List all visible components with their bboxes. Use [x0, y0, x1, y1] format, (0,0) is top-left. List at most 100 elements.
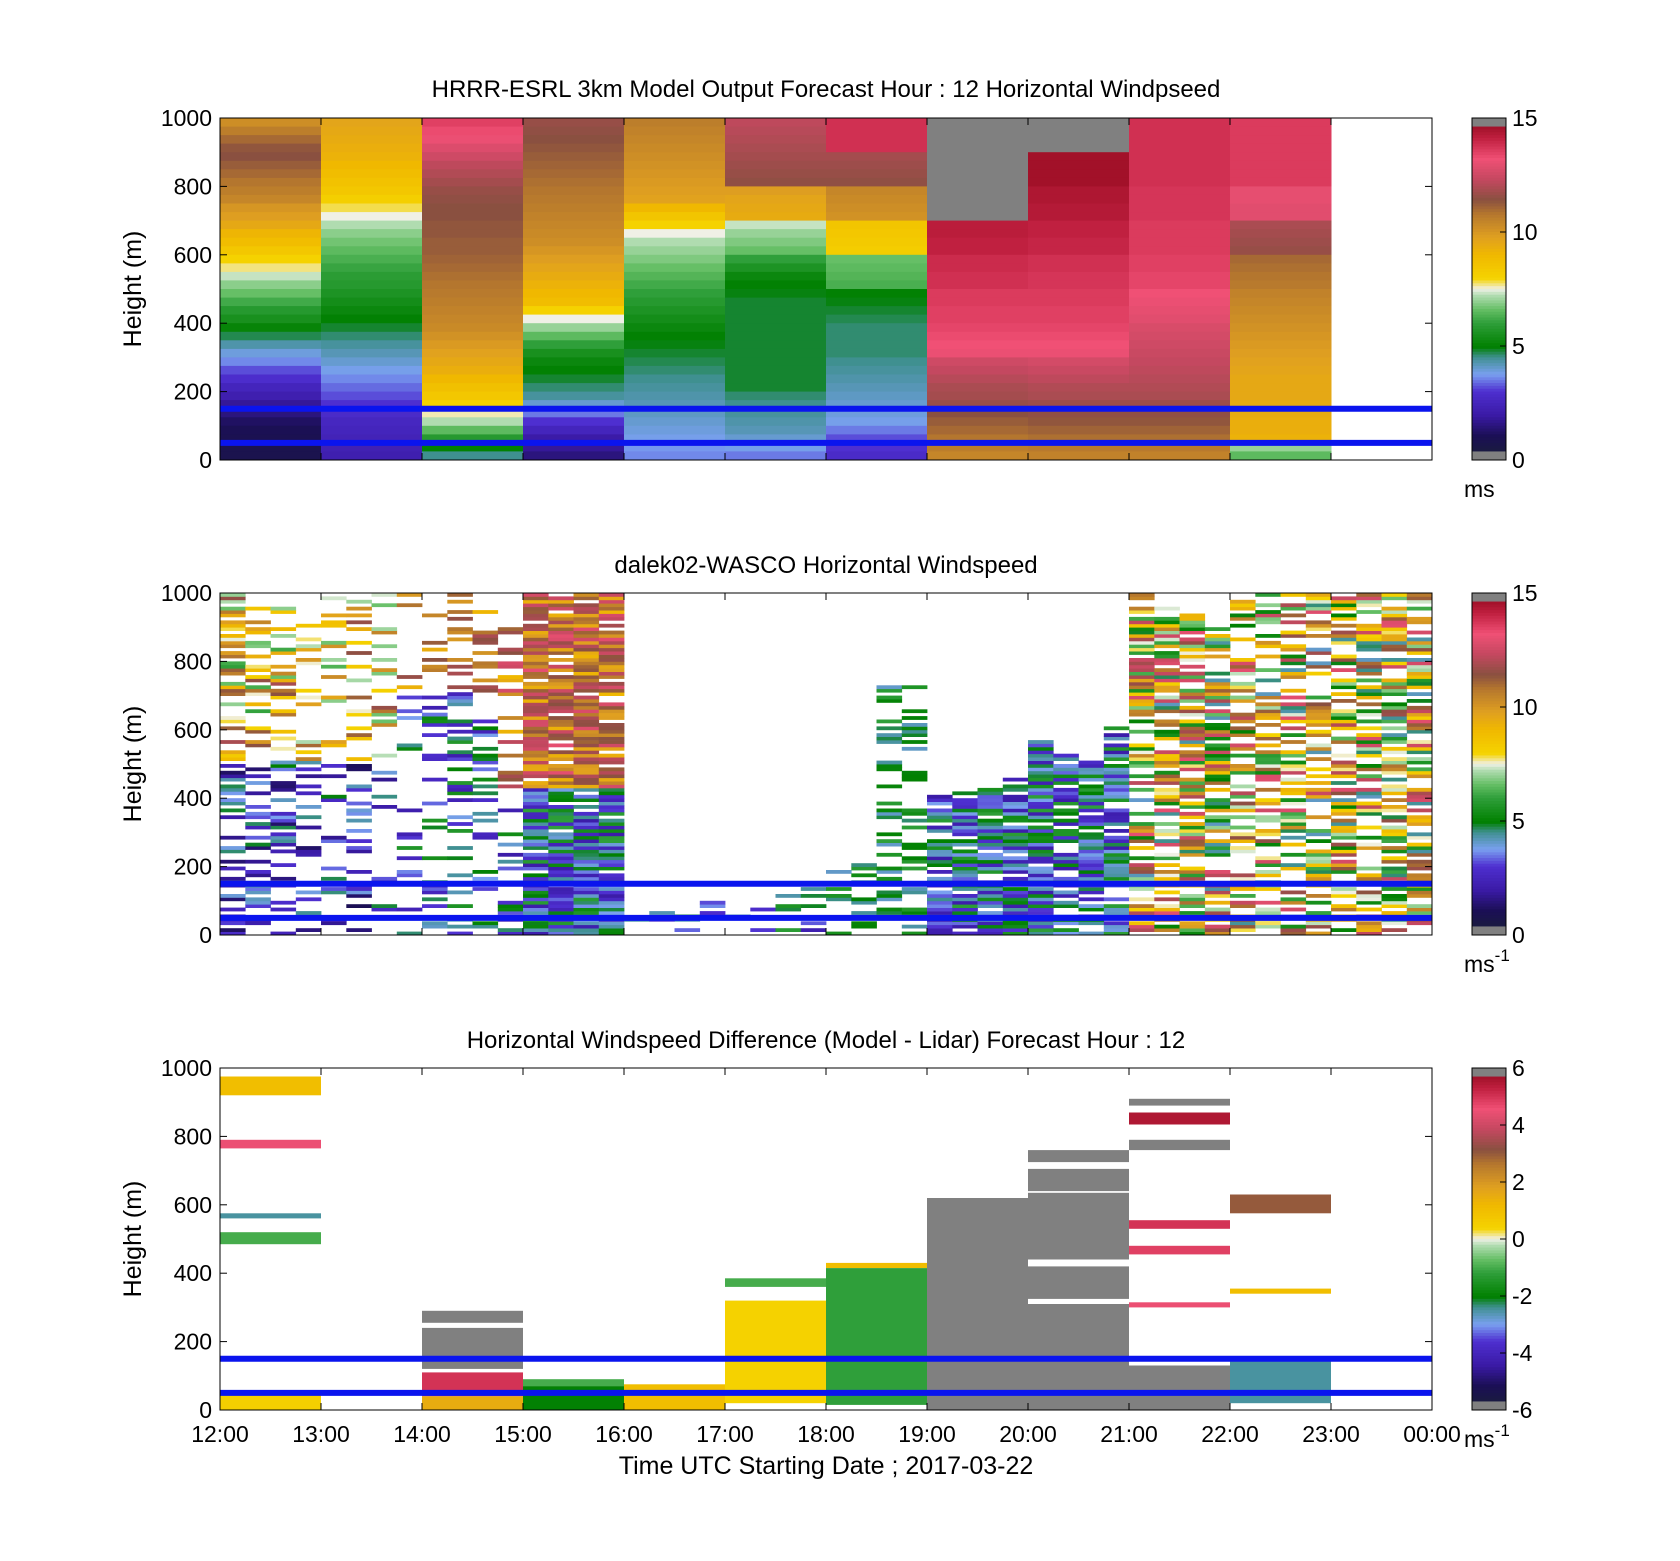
model-cell	[1129, 289, 1231, 299]
panel-difference-xlabel: Time UTC Starting Date ; 2017-03-22	[619, 1452, 1034, 1480]
lidar-cell	[598, 835, 625, 840]
lidar-cell	[497, 627, 524, 631]
model-cell	[725, 400, 827, 410]
model-cell	[1129, 442, 1231, 453]
difference-band	[523, 1386, 624, 1410]
lidar-cell	[245, 702, 271, 707]
lidar-cell	[1331, 767, 1357, 772]
lidar-cell	[245, 842, 271, 847]
model-cell	[321, 271, 423, 282]
difference-band	[1129, 1220, 1230, 1229]
colorbar-swatch	[1472, 741, 1506, 745]
lidar-cell	[1103, 736, 1130, 741]
lidar-cell	[321, 835, 347, 840]
lidar-cell	[1381, 681, 1408, 686]
lidar-cell	[245, 873, 271, 878]
lidar-cell	[1230, 637, 1256, 642]
lidar-cell	[1230, 743, 1256, 748]
lidar-cell	[523, 808, 549, 813]
lidar-cell	[472, 832, 499, 837]
lidar-cell	[220, 787, 246, 792]
model-cell	[624, 280, 726, 290]
lidar-cell	[1356, 876, 1382, 881]
model-cell	[826, 383, 928, 393]
lidar-cell	[548, 716, 574, 720]
lidar-cell	[1129, 897, 1155, 902]
lidar-cell	[447, 829, 473, 833]
model-cell	[624, 357, 726, 367]
model-cell	[321, 340, 423, 350]
lidar-cell	[1154, 808, 1180, 813]
lidar-cell	[1381, 849, 1408, 854]
model-cell	[1230, 186, 1332, 196]
lidar-cell	[523, 750, 549, 755]
lidar-cell	[1179, 873, 1206, 878]
lidar-cell	[548, 900, 574, 905]
model-cell	[321, 306, 423, 316]
lidar-cell	[927, 928, 953, 932]
lidar-cell	[573, 829, 600, 833]
model-cell	[523, 408, 625, 418]
lidar-cell	[1381, 876, 1408, 881]
lidar-cell	[598, 818, 625, 823]
lidar-cell	[1305, 815, 1332, 820]
lidar-cell	[901, 777, 928, 782]
lidar-cell	[1280, 924, 1307, 929]
lidar-cell	[573, 699, 600, 703]
lidar-cell	[1406, 664, 1432, 669]
lidar-cell	[245, 740, 271, 744]
lidar-cell	[1305, 832, 1332, 837]
lidar-cell	[598, 596, 625, 601]
difference-band	[523, 1379, 624, 1386]
lidar-cell	[1204, 852, 1231, 857]
lidar-cell	[1002, 904, 1029, 908]
colorbar-swatch	[1472, 328, 1506, 333]
lidar-cell	[396, 716, 423, 720]
lidar-cell	[1179, 757, 1206, 761]
lidar-cell	[1356, 866, 1382, 871]
lidar-cell	[295, 750, 322, 755]
lidar-cell	[1154, 702, 1180, 707]
lidar-cell	[1331, 852, 1357, 857]
lidar-cell	[220, 681, 246, 686]
lidar-cell	[1305, 757, 1332, 761]
lidar-cell	[573, 613, 600, 618]
lidar-cell	[573, 760, 600, 765]
colorbar-unit-base: ms	[1464, 951, 1495, 977]
lidar-cell	[952, 907, 978, 912]
lidar-cell	[270, 678, 297, 683]
lidar-cell	[1129, 699, 1155, 703]
model-cell	[927, 383, 1029, 393]
lidar-cell	[1230, 613, 1256, 618]
lidar-cell	[1204, 815, 1231, 820]
colorbar-swatch	[1472, 1113, 1506, 1117]
colorbar-swatch	[1472, 1335, 1506, 1340]
lidar-cell	[1406, 798, 1432, 802]
lidar-cell	[346, 839, 372, 843]
lidar-cell	[346, 664, 372, 669]
lidar-cell	[598, 654, 625, 659]
model-cell	[220, 323, 322, 333]
lidar-cell	[1305, 712, 1332, 717]
lidar-cell	[1179, 904, 1206, 908]
lidar-cell	[1078, 866, 1105, 871]
lidar-cell	[1356, 661, 1382, 666]
model-cell	[321, 126, 423, 136]
lidar-cell	[472, 784, 499, 789]
colorbar-swatch	[1472, 166, 1506, 170]
lidar-cell	[422, 723, 448, 727]
difference-band	[1129, 1098, 1230, 1106]
lidar-cell	[396, 743, 423, 748]
lidar-cell	[952, 849, 978, 854]
model-cell	[1230, 135, 1332, 145]
colorbar-swatch	[1472, 320, 1506, 324]
lidar-cell	[270, 849, 297, 854]
model-cell	[624, 271, 726, 282]
lidar-cell	[1078, 849, 1105, 854]
lidar-cell	[901, 733, 928, 737]
lidar-cell	[573, 924, 600, 929]
lidar-cell	[1179, 726, 1206, 731]
model-cell	[1129, 118, 1231, 128]
lidar-cell	[598, 709, 625, 714]
lidar-cell	[1280, 808, 1307, 813]
